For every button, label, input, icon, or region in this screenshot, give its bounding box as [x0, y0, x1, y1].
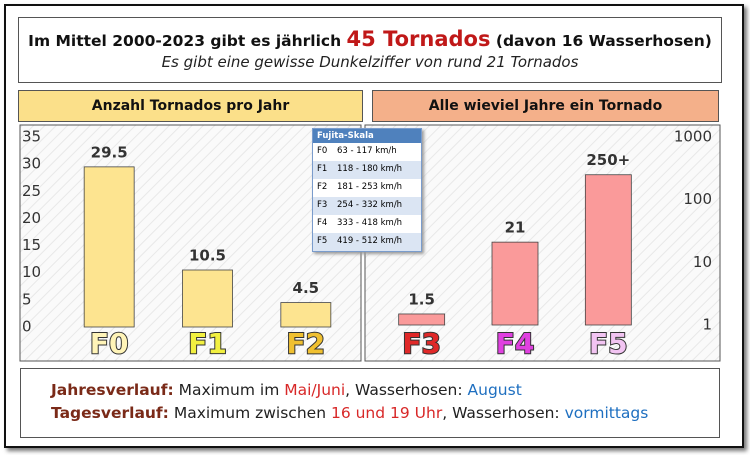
- x-tick-label: F5: [589, 327, 628, 360]
- table-cell: F1: [317, 164, 328, 174]
- table-body: F0 63 - 117 km/h F1 118 - 180 km/h F2 181 - 2…: [313, 143, 421, 251]
- table-row: F0 63 - 117 km/h: [313, 143, 421, 161]
- y-tick-label: 0: [22, 318, 32, 336]
- fujita-table: Fujita-Skala F0 63 - 117 km/h F1 118 - 180 …: [312, 128, 422, 252]
- table-cell: F4: [317, 218, 328, 228]
- table-row: F1 118 - 180 km/h: [313, 161, 421, 179]
- table-row: F2 181 - 253 km/h: [313, 179, 421, 197]
- bar: [398, 313, 446, 326]
- y-tick-label: 10: [22, 263, 41, 281]
- table-cell: F0: [317, 146, 328, 156]
- x-tick-label: F0: [90, 327, 129, 360]
- table-cell: 419 - 512 km/h: [337, 236, 403, 246]
- bar: [491, 241, 539, 326]
- footer-highlight: Mai/Juni: [284, 381, 346, 399]
- footer-text: , Wasserhosen:: [345, 381, 468, 399]
- x-tick-label: F4: [496, 327, 535, 360]
- y-tick-label: 1: [702, 316, 712, 334]
- footer-highlight: vormittags: [564, 404, 649, 422]
- y-tick-label: 15: [22, 236, 41, 254]
- headline: Im Mittel 2000-2023 gibt es jährlich 45 …: [19, 27, 721, 51]
- value-label: 4.5: [293, 279, 320, 297]
- value-label: 10.5: [189, 247, 226, 265]
- table-cell: 333 - 418 km/h: [337, 218, 403, 228]
- headline-text: (davon 16 Wasserhosen): [495, 32, 712, 50]
- footer-label: Tagesverlauf:: [51, 404, 169, 422]
- footer: Jahresverlauf: Maximum im Mai/Juni, Wass…: [20, 368, 720, 438]
- header: Im Mittel 2000-2023 gibt es jährlich 45 …: [18, 17, 722, 83]
- y-tick-label: 10: [693, 253, 712, 271]
- chart-title: Anzahl Tornados pro Jahr: [18, 90, 363, 122]
- bar: [83, 166, 135, 328]
- table-cell: 254 - 332 km/h: [337, 200, 403, 210]
- chart-title: Alle wieviel Jahre ein Tornado: [372, 90, 719, 122]
- table-cell: 118 - 180 km/h: [337, 164, 403, 174]
- table-cell: F2: [317, 182, 328, 192]
- footer-highlight: August: [467, 381, 522, 399]
- footer-line: Tagesverlauf: Maximum zwischen 16 und 19…: [51, 402, 719, 425]
- value-label: 250+: [586, 151, 630, 169]
- y-tick-label: 100: [683, 190, 712, 208]
- table-row: F5 419 - 512 km/h: [313, 233, 421, 251]
- value-label: 1.5: [408, 290, 435, 308]
- footer-text: Maximum zwischen: [168, 404, 331, 422]
- table-cell: 181 - 253 km/h: [337, 182, 403, 192]
- bar: [182, 269, 233, 328]
- table-row: F3 254 - 332 km/h: [313, 197, 421, 215]
- y-tick-label: 20: [22, 209, 41, 227]
- footer-text: , Wasserhosen:: [442, 404, 565, 422]
- y-tick-label: 30: [22, 155, 41, 173]
- y-tick-label: 5: [22, 290, 32, 308]
- bar: [280, 302, 332, 328]
- y-tick-label: 35: [22, 128, 41, 146]
- x-tick-label: F1: [188, 327, 227, 360]
- x-tick-label: F2: [287, 327, 326, 360]
- table-cell: F3: [317, 200, 328, 210]
- footer-label: Jahresverlauf:: [51, 381, 174, 399]
- footer-highlight: 16 und 19 Uhr: [330, 404, 443, 422]
- table-cell: 63 - 117 km/h: [337, 146, 397, 156]
- table-title: Fujita-Skala: [313, 129, 421, 143]
- x-tick-label: F3: [402, 327, 441, 360]
- y-tick-label: 25: [22, 182, 41, 200]
- bar: [584, 174, 632, 326]
- value-label: 29.5: [91, 143, 128, 161]
- table-cell: F5: [317, 236, 328, 246]
- footer-line: Jahresverlauf: Maximum im Mai/Juni, Wass…: [51, 379, 719, 402]
- y-tick-label: 1000: [674, 128, 712, 146]
- table-row: F4 333 - 418 km/h: [313, 215, 421, 233]
- headline-text: Im Mittel 2000-2023 gibt es jährlich: [28, 32, 342, 50]
- headline-highlight: 45 Tornados: [346, 27, 491, 51]
- subtitle: Es gibt eine gewisse Dunkelziffer von ru…: [161, 53, 579, 71]
- value-label: 21: [505, 219, 526, 237]
- footer-text: Maximum im: [173, 381, 285, 399]
